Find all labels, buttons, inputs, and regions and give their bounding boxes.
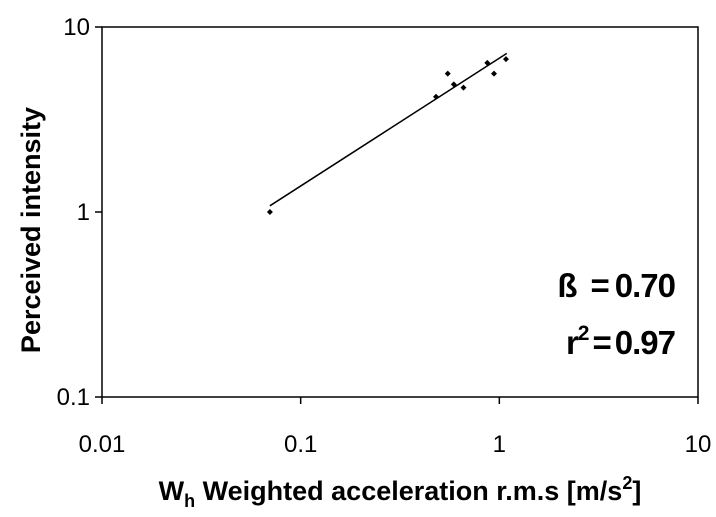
x-tick-label: 0.01 [79,431,126,458]
data-point [460,84,467,91]
x-axis-title: Wh Weighted acceleration r.m.s [m/s2] [159,473,642,511]
data-point [266,209,273,215]
data-point [444,70,451,77]
x-axis-title-text: Weighted acceleration r.m.s [m/s [195,476,622,506]
data-point [450,81,457,88]
r-squared-value: 0.97 [615,324,675,361]
data-point [433,93,440,100]
r-squared-superscript: 2 [578,322,589,345]
x-axis-title-symbol: W [159,476,185,506]
y-tick-label: 0.1 [57,384,90,411]
regression-line [269,52,508,207]
x-axis-title-subscript: h [184,491,195,511]
beta-equals: = [590,267,608,304]
y-tick-label: 1 [77,199,90,226]
x-axis-title-superscript: 2 [622,473,632,493]
r-squared-annotation: r2 = 0.97 [566,322,675,361]
beta-symbol: ß [557,267,577,304]
y-axis-title: Perceived intensity [16,107,46,353]
x-tick-label: 10 [685,431,712,458]
r-squared-equals: = [592,324,610,361]
x-tick-label: 1 [493,431,506,458]
r-squared-symbol: r [566,324,579,361]
x-axis-title-suffix: ] [632,476,641,506]
y-tick-label: 10 [63,14,90,41]
data-point [490,70,497,77]
beta-value: 0.70 [615,267,675,304]
data-point [484,59,491,66]
beta-annotation: ß = 0.70 [557,267,675,304]
x-tick-label: 0.1 [284,431,317,458]
data-point [502,56,509,63]
